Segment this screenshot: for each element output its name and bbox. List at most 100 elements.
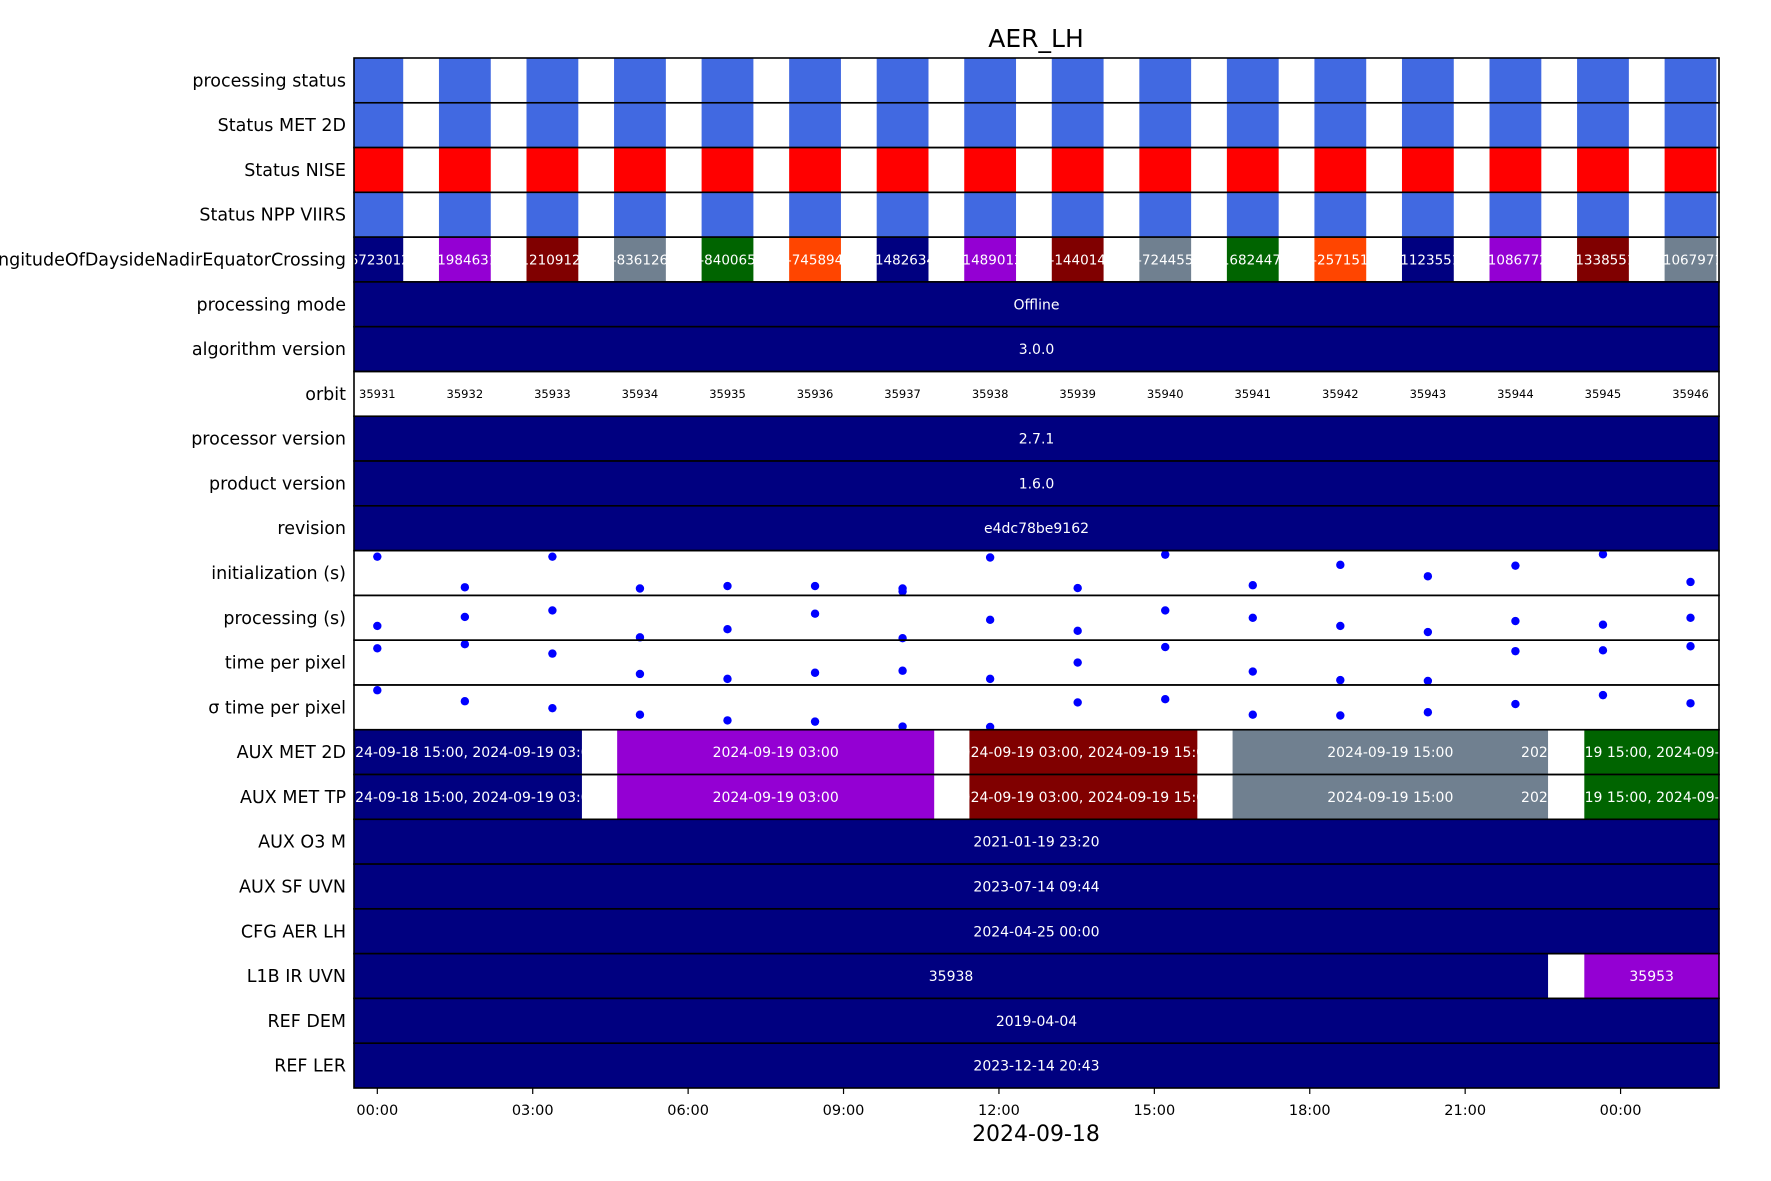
- orbit-block: [701, 58, 754, 103]
- orbit-block: [438, 147, 491, 193]
- scatter-point: [460, 612, 470, 622]
- orbit-block: [438, 58, 491, 103]
- span-label: 2024-09-19 03:00, 2024-09-19 15:00: [953, 745, 1214, 761]
- span-label: 2024-09-19 03:00: [713, 745, 839, 761]
- orbit-block: [1051, 102, 1104, 148]
- scatter-point: [460, 697, 470, 706]
- orbit-block-value: -1482634: [870, 253, 935, 269]
- row-20: 35938 35953: [354, 953, 1719, 999]
- orbit-block: [1664, 237, 1717, 282]
- x-axis: 00:00 03:00 06:00 09:00 12:00 15:00 18:00 21:00…: [356, 1088, 1641, 1119]
- scatter-point: [810, 717, 820, 726]
- orbit-block: [526, 147, 579, 193]
- orbit-block: [1489, 58, 1542, 103]
- orbit-block: [526, 192, 579, 238]
- scatter-point: [723, 581, 732, 591]
- row-label: initialization (s): [211, 564, 346, 584]
- orbit-block: [526, 237, 579, 282]
- span-bar: [354, 864, 1719, 909]
- span-bar: [354, 416, 1719, 462]
- scatter-point: [1598, 646, 1608, 655]
- orbit-block: [1664, 147, 1717, 193]
- orbit-block: [701, 237, 754, 282]
- scatter-point: [1598, 690, 1608, 700]
- row-5: Offline: [354, 281, 1719, 327]
- orbit-block: [1139, 58, 1192, 103]
- scatter-point: [1423, 676, 1433, 686]
- orbit-block: [1577, 58, 1629, 103]
- row-label: processing (s): [223, 609, 346, 629]
- row-label: CFG AER LH: [241, 922, 346, 942]
- orbit-block: [1051, 147, 1104, 193]
- orbit-number: 35944: [1497, 387, 1534, 401]
- row-frame: [353, 639, 1720, 686]
- row-label: processor version: [191, 430, 346, 450]
- scatter-point: [1686, 642, 1695, 651]
- orbit-block: [1577, 237, 1629, 282]
- orbit-block-value: -16824472: [1216, 253, 1290, 269]
- span-label: 35953: [1629, 969, 1674, 985]
- span-bar: [354, 461, 1719, 506]
- orbit-block: [1664, 58, 1717, 103]
- orbit-block: [1314, 58, 1367, 103]
- orbit-number: 35942: [1322, 387, 1359, 401]
- orbit-number: 35946: [1672, 387, 1709, 401]
- span-label: 2019-04-04: [996, 1014, 1077, 1030]
- row-label: Status NPP VIIRS: [199, 206, 346, 226]
- orbit-block: [526, 102, 579, 148]
- row-0: [354, 58, 1717, 103]
- x-tick-label: 12:00: [978, 1103, 1020, 1119]
- row-7: 35931 35932 35933 35934 35935 35936 35937 35938…: [359, 387, 1709, 401]
- orbit-block: [354, 102, 404, 148]
- row-15: 2024-09-18 15:00, 2024-09-19 03:00 2024-0…: [354, 729, 1719, 775]
- orbit-block-value: -724455: [1137, 253, 1193, 269]
- orbit-block: [354, 58, 404, 103]
- scatter-point: [1073, 698, 1082, 707]
- orbit-number: 35945: [1585, 387, 1622, 401]
- span-bar: [354, 908, 1719, 954]
- scatter-point: [1423, 708, 1433, 717]
- scatter-point: [635, 584, 645, 593]
- scatter-point: [1598, 620, 1608, 629]
- scatter-point: [1511, 699, 1520, 709]
- scatter-point: [985, 615, 995, 625]
- scatter-point: [1248, 710, 1257, 719]
- scatter-point: [373, 644, 382, 653]
- orbit-number: 35943: [1410, 387, 1447, 401]
- orbit-block: [876, 58, 929, 103]
- span-label: 2021-01-19 23:20: [973, 835, 1099, 851]
- span-bar: [354, 953, 1549, 999]
- scatter-point: [1161, 694, 1170, 704]
- orbit-block: [789, 102, 841, 148]
- orbit-block: [438, 192, 491, 238]
- orbit-block: [1489, 192, 1542, 238]
- orbit-block-value: -167230129: [336, 253, 418, 269]
- scatter-point: [898, 666, 907, 675]
- orbit-block: [964, 192, 1017, 238]
- span-bar: [617, 729, 935, 775]
- orbit-block: [354, 237, 404, 282]
- orbit-block-value: -1086772: [1483, 253, 1548, 269]
- span-bar: [354, 1043, 1719, 1088]
- row-label: algorithm version: [192, 340, 346, 360]
- scatter-point: [373, 621, 382, 631]
- orbit-block: [1489, 102, 1542, 148]
- row-6: 3.0.0: [354, 326, 1719, 372]
- orbit-block: [964, 102, 1017, 148]
- span-label: 2024-09-19 03:00, 2024-09-19 15:00: [953, 790, 1214, 806]
- orbit-block: [1139, 192, 1192, 238]
- orbit-block: [1314, 192, 1367, 238]
- x-axis-label: 2024-09-18: [972, 1122, 1100, 1147]
- span-label: 1.6.0: [1019, 476, 1055, 492]
- orbit-block-value: -1338551: [1570, 253, 1635, 269]
- orbit-block-value: -12109129: [516, 253, 590, 269]
- scatter-point: [635, 710, 645, 719]
- scatter-point: [1073, 658, 1082, 667]
- scatter-point: [1686, 613, 1695, 622]
- row-1: [354, 102, 1717, 148]
- scatter-point: [1336, 711, 1345, 720]
- orbit-block: [701, 147, 754, 193]
- orbit-block-value: -1123551: [1395, 253, 1460, 269]
- row-12: [373, 606, 1695, 643]
